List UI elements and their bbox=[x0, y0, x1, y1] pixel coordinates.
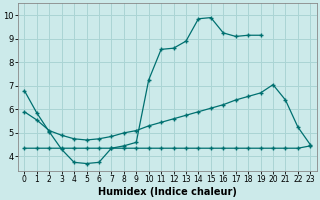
X-axis label: Humidex (Indice chaleur): Humidex (Indice chaleur) bbox=[98, 187, 237, 197]
